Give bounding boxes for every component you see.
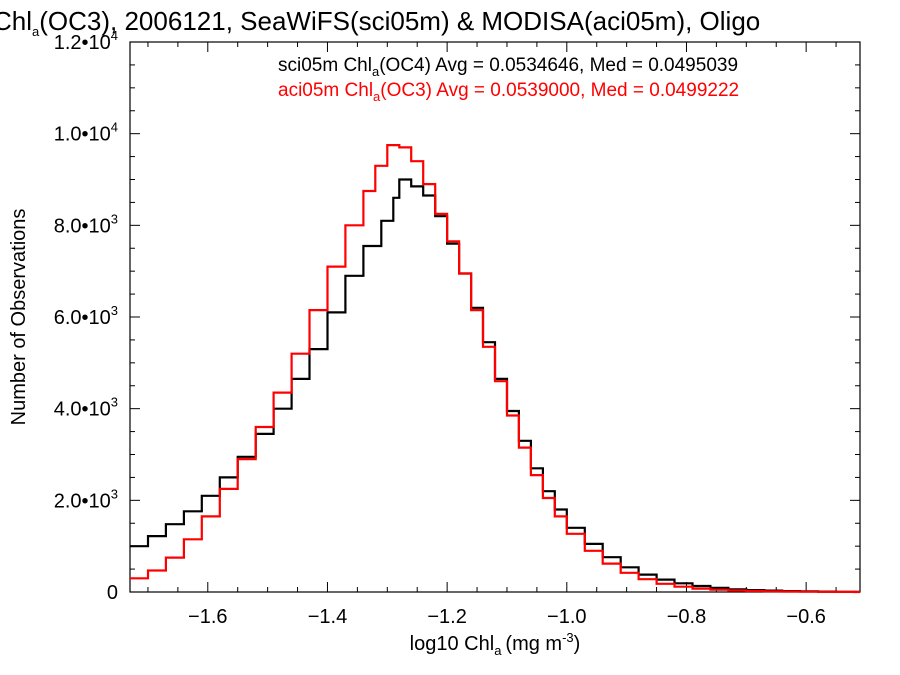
y-tick-label: 8.0•103 — [54, 211, 118, 237]
x-axis-title-exponent: -3 — [562, 630, 574, 645]
y-tick-label: 2.0•103 — [54, 486, 118, 512]
y-axis-title: Number of Observations — [8, 209, 30, 426]
y-tick-mantissa: 1.2•10 — [54, 32, 111, 54]
legend-aci05m-rest: (OC3) Avg = 0.0539000, Med = 0.0499222 — [380, 80, 739, 101]
y-tick-mantissa: 4.0•10 — [54, 399, 111, 421]
chart-title-prefix: Chl — [0, 6, 32, 36]
chart-title: Chla(OC3), 2006121, SeaWiFS(sci05m) & MO… — [0, 6, 760, 39]
y-tick-mantissa: 8.0•10 — [54, 215, 111, 237]
y-tick-exponent: 3 — [111, 303, 118, 318]
x-axis-title: log10 Chla (mg m-3) — [410, 630, 581, 658]
plot-frame — [129, 41, 861, 593]
x-axis-title-units: (mg m — [505, 633, 562, 655]
x-axis-title-close: ) — [574, 633, 581, 655]
x-tick-label: −1.2 — [427, 606, 466, 628]
x-axis-title-main: log10 Chl — [410, 633, 495, 655]
y-tick-exponent: 4 — [111, 120, 118, 135]
legend: sci05m Chla(OC4) Avg = 0.0534646, Med = … — [278, 55, 739, 104]
y-tick-exponent: 4 — [111, 28, 118, 43]
y-tick-mantissa: 6.0•10 — [54, 307, 111, 329]
y-tick-label: 1.0•104 — [54, 120, 118, 146]
y-tick-exponent: 3 — [111, 395, 118, 410]
legend-sci05m-subscript: a — [372, 64, 380, 79]
y-tick-label: 4.0•103 — [54, 395, 118, 421]
y-tick-label: 6.0•103 — [54, 303, 118, 329]
chart-title-rest: (OC3), 2006121, SeaWiFS(sci05m) & MODISA… — [39, 6, 760, 36]
y-tick-label: 1.2•104 — [54, 28, 118, 54]
legend-entry-sci05m: sci05m Chla(OC4) Avg = 0.0534646, Med = … — [278, 55, 738, 79]
axis-ticks — [130, 41, 860, 593]
series-line-aci05m — [130, 144, 860, 594]
y-tick-mantissa: 0 — [107, 582, 118, 604]
legend-aci05m-subscript: a — [373, 89, 381, 104]
legend-sci05m-prefix: sci05m Chl — [278, 55, 372, 76]
y-tick-mantissa: 2.0•10 — [54, 490, 111, 512]
x-tick-label: −0.8 — [667, 606, 706, 628]
x-tick-labels: −1.6 −1.4 −1.2 −1.0 −0.8 −0.6 — [188, 606, 826, 628]
x-tick-label: −1.6 — [188, 606, 227, 628]
y-tick-exponent: 3 — [111, 486, 118, 501]
chart-title-subscript: a — [32, 24, 40, 39]
y-tick-exponent: 3 — [111, 211, 118, 226]
legend-entry-aci05m: aci05m Chla(OC3) Avg = 0.0539000, Med = … — [278, 80, 739, 104]
series-line-sci05m — [130, 178, 860, 593]
x-axis-title-subscript: a — [494, 643, 502, 658]
y-tick-label: 0 — [107, 582, 118, 604]
legend-aci05m-prefix: aci05m Chl — [278, 80, 373, 101]
x-tick-label: −0.6 — [786, 606, 825, 628]
legend-sci05m-rest: (OC4) Avg = 0.0534646, Med = 0.0495039 — [379, 55, 738, 76]
y-tick-mantissa: 1.0•10 — [54, 124, 111, 146]
data-series — [130, 144, 860, 594]
x-tick-label: −1.4 — [308, 606, 347, 628]
y-tick-labels: 02.0•1034.0•1036.0•1038.0•1031.0•1041.2•… — [54, 28, 118, 604]
x-tick-label: −1.0 — [547, 606, 586, 628]
